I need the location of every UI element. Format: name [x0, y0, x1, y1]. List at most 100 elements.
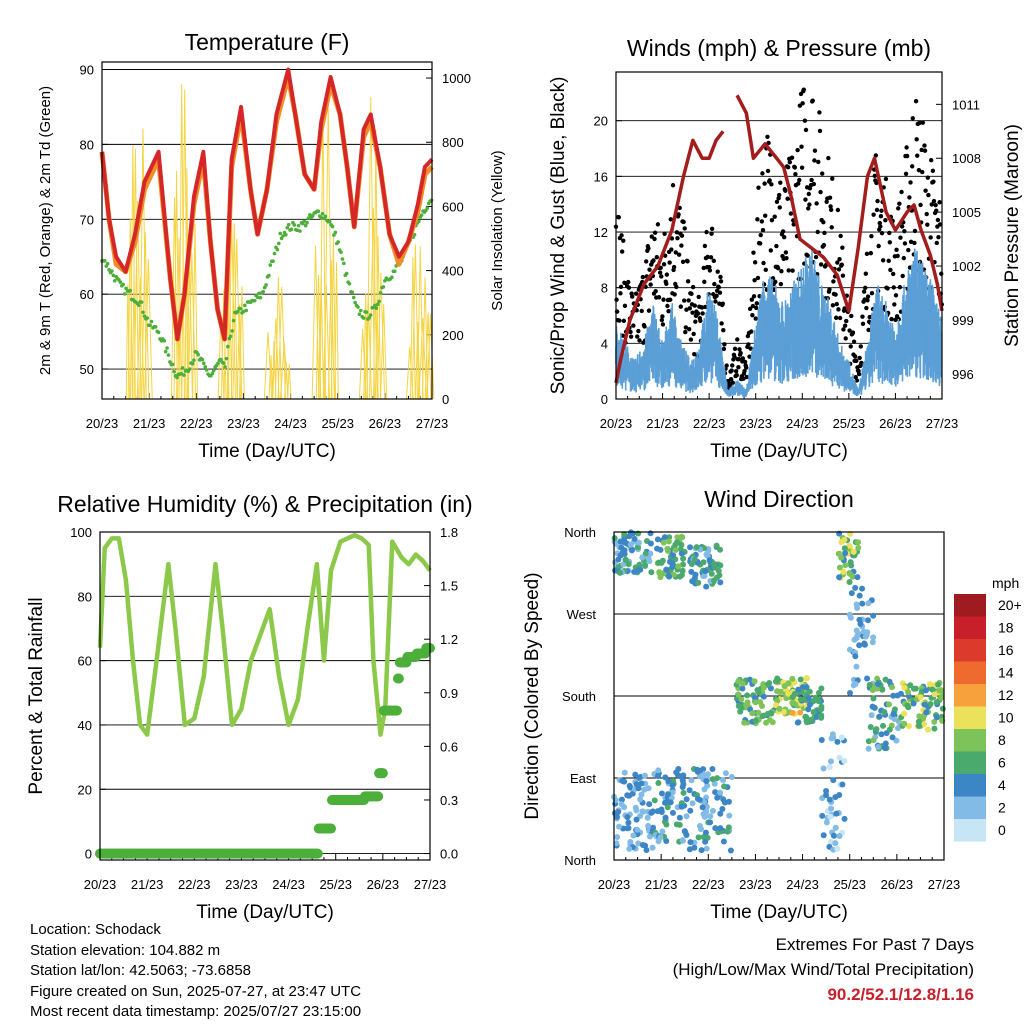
direction-point: [776, 705, 783, 712]
direction-point: [633, 781, 640, 788]
gust-point: [659, 317, 665, 323]
x-tick-label: 27/23: [416, 416, 449, 431]
y-tick-label: 60: [80, 287, 94, 302]
direction-point: [797, 709, 804, 716]
direction-point: [746, 676, 753, 683]
gust-point: [850, 330, 856, 335]
gust-point: [747, 354, 752, 359]
gust-point: [736, 357, 742, 362]
y-tick-label: 20: [594, 114, 608, 129]
gust-point: [767, 178, 772, 183]
dewpoint-point: [356, 305, 360, 309]
gust-point: [679, 233, 685, 238]
chart-title: Relative Humidity (%) & Precipitation (i…: [57, 491, 472, 517]
dewpoint-point: [136, 303, 141, 308]
gust-point: [847, 328, 852, 333]
direction-point: [680, 781, 687, 788]
winds-pressure-panel: Winds (mph) & Pressure (mb) Time (Day/UTC…: [548, 35, 1023, 462]
direction-point: [924, 726, 931, 733]
dewpoint-point: [347, 281, 352, 286]
gust-point: [635, 334, 640, 339]
dewpoint-point: [375, 302, 380, 307]
direction-point: [701, 572, 708, 579]
direction-point: [923, 687, 930, 694]
direction-point: [803, 714, 810, 721]
direction-point: [867, 724, 874, 731]
direction-point: [890, 711, 897, 718]
x-tick-label: 20/23: [598, 877, 631, 892]
direction-point: [709, 766, 716, 773]
dewpoint-point: [364, 310, 369, 314]
gust-point: [656, 295, 662, 300]
direction-point: [836, 754, 843, 761]
gust-point: [933, 202, 938, 208]
direction-point: [881, 745, 888, 752]
dewpoint-point: [425, 206, 430, 210]
gust-point: [760, 227, 766, 233]
gust-point: [868, 250, 874, 256]
direction-point: [665, 791, 672, 798]
gust-point: [660, 322, 666, 327]
dewpoint-point: [216, 361, 220, 366]
direction-point: [728, 774, 735, 781]
direction-point: [700, 811, 707, 818]
gust-point: [769, 217, 775, 223]
gust-point: [678, 304, 684, 309]
gust-point: [626, 285, 632, 290]
gust-point: [735, 337, 740, 342]
gust-point: [821, 242, 827, 248]
gust-point: [619, 233, 624, 238]
temperature-panel: Temperature (F) Time (Day/UTC) 2m & 9m T (…: [37, 29, 506, 462]
direction-point: [720, 796, 727, 803]
direction-point: [693, 544, 700, 551]
x-axis-label: Time (Day/UTC): [196, 902, 334, 923]
y2-tick-label: 1.5: [440, 579, 458, 594]
direction-point: [669, 560, 676, 567]
solar-insolation-spike: [268, 355, 274, 400]
solar-insolation-spike: [416, 246, 424, 400]
gust-point: [699, 305, 705, 310]
gust-point: [759, 219, 765, 224]
gust-point: [805, 253, 810, 258]
gust-point: [621, 238, 626, 243]
dewpoint-point: [112, 278, 117, 283]
direction-point: [889, 734, 896, 741]
gust-point: [922, 148, 928, 153]
y2-axis-label: Station Pressure (Maroon): [1002, 124, 1023, 347]
y-axis-label: Percent & Total Rainfall: [26, 597, 47, 794]
direction-point: [722, 770, 729, 777]
y-tick-label: 70: [80, 212, 94, 227]
gust-point: [886, 258, 891, 264]
dewpoint-point: [241, 309, 246, 314]
direction-point: [656, 570, 663, 577]
gust-point: [926, 192, 931, 198]
direction-point: [819, 812, 826, 819]
gust-point: [890, 271, 896, 277]
solar-insolation-spike: [327, 260, 335, 400]
direction-point: [695, 834, 702, 841]
y2-tick-label: 1.8: [440, 525, 458, 540]
direction-point: [625, 561, 632, 568]
gust-point: [900, 273, 905, 279]
plot-frame: [99, 531, 431, 861]
direction-point: [901, 720, 908, 727]
direction-point: [676, 814, 683, 821]
direction-point: [642, 562, 649, 569]
direction-point: [635, 530, 642, 537]
gust-point: [782, 234, 787, 240]
gust-point: [826, 155, 831, 161]
direction-point: [657, 834, 664, 841]
gust-point: [751, 250, 756, 255]
gust-point: [715, 269, 720, 274]
temp-9m-line: [99, 74, 434, 342]
plot-frame: [615, 71, 943, 400]
gust-point: [738, 350, 743, 356]
gust-point: [792, 165, 798, 170]
direction-point: [631, 535, 638, 542]
direction-point: [847, 690, 854, 697]
gust-point: [822, 230, 827, 236]
gust-point: [752, 277, 757, 283]
direction-point: [641, 772, 648, 779]
gust-point: [875, 198, 880, 204]
